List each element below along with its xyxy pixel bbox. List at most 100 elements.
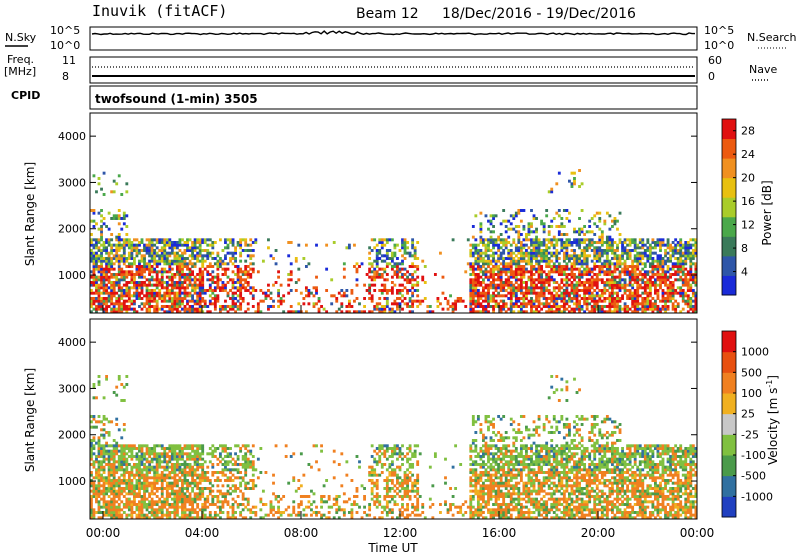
heatmap-cell: [570, 297, 574, 300]
heatmap-cell: [406, 278, 409, 282]
heatmap-cell: [570, 243, 574, 247]
heatmap-cell: [568, 305, 571, 308]
heatmap-cell: [583, 273, 587, 276]
heatmap-cell: [519, 209, 523, 212]
heatmap-cell: [102, 302, 106, 306]
heatmap-cell: [469, 299, 473, 303]
heatmap-cell: [107, 431, 111, 434]
heatmap-cell: [535, 238, 538, 242]
heatmap-cell: [482, 251, 485, 255]
heatmap-cell: [95, 484, 98, 488]
heatmap-cell: [90, 305, 93, 308]
heatmap-cell: [110, 281, 114, 284]
heatmap-cell: [532, 267, 536, 271]
heatmap-cell: [90, 415, 93, 418]
heatmap-cell: [259, 310, 263, 314]
heatmap-cell: [469, 283, 473, 287]
heatmap-cell: [471, 278, 475, 282]
heatmap-cell: [183, 273, 187, 276]
heatmap-cell: [117, 484, 121, 488]
heatmap-cell: [95, 262, 98, 266]
heatmap-cell: [585, 230, 589, 234]
heatmap-cell: [489, 254, 493, 258]
heatmap-cell: [583, 310, 587, 314]
heatmap-cell: [125, 487, 129, 490]
heatmap-cell: [583, 233, 587, 236]
heatmap-cell: [188, 503, 192, 506]
freq-left-tick-top: 11: [62, 54, 76, 67]
heatmap-cell: [163, 286, 167, 290]
heatmap-cell: [110, 513, 114, 517]
heatmap-cell: [216, 447, 220, 450]
heatmap-cell: [350, 291, 354, 295]
heatmap-cell: [570, 241, 574, 244]
heatmap-cell: [671, 297, 675, 300]
heatmap-cell: [145, 267, 149, 271]
heatmap-cell: [102, 273, 106, 276]
heatmap-cell: [588, 267, 592, 271]
heatmap-cell: [482, 281, 485, 284]
heatmap-cell: [550, 307, 554, 311]
heatmap-cell: [138, 297, 141, 300]
heatmap-cell: [684, 299, 688, 303]
noise-sky-label: N.Sky: [5, 31, 37, 44]
heatmap-cell: [540, 278, 544, 282]
heatmap-cell: [540, 273, 544, 276]
heatmap-cell: [165, 492, 169, 496]
heatmap-cell: [213, 275, 217, 279]
heatmap-cell: [611, 291, 614, 295]
heatmap-cell: [489, 297, 493, 300]
heatmap-cell: [208, 447, 212, 450]
heatmap-cell: [135, 297, 139, 300]
heatmap-cell: [593, 267, 597, 271]
heatmap-cell: [494, 265, 498, 268]
heatmap-cell: [90, 270, 93, 274]
heatmap-cell: [608, 235, 612, 239]
heatmap-cell: [643, 297, 647, 300]
heatmap-cell: [638, 262, 642, 266]
heatmap-cell: [562, 273, 566, 276]
heatmap-cell: [628, 275, 632, 279]
heatmap-cell: [646, 259, 650, 263]
heatmap-cell: [479, 230, 483, 234]
heatmap-cell: [542, 257, 546, 260]
heatmap-cell: [568, 219, 571, 223]
heatmap-cell: [140, 307, 144, 311]
heatmap-cell: [110, 233, 114, 236]
heatmap-cell: [143, 513, 146, 517]
heatmap-cell: [112, 468, 116, 472]
heatmap-cell: [130, 241, 134, 244]
heatmap-cell: [378, 257, 382, 260]
colorbar-segment: [722, 138, 736, 159]
heatmap-cell: [446, 302, 450, 306]
heatmap-cell: [229, 479, 232, 482]
heatmap-cell: [125, 291, 129, 295]
heatmap-cell: [107, 286, 111, 290]
heatmap-cell: [603, 281, 607, 284]
heatmap-cell: [494, 283, 498, 287]
heatmap-cell: [127, 455, 131, 458]
heatmap-cell: [158, 254, 162, 258]
heatmap-cell: [198, 275, 202, 279]
heatmap-cell: [165, 305, 169, 308]
heatmap-cell: [540, 222, 544, 226]
heatmap-cell: [201, 259, 205, 263]
heatmap-cell: [145, 481, 149, 485]
heatmap-cell: [105, 508, 108, 512]
heatmap-cell: [388, 307, 392, 311]
heatmap-cell: [378, 267, 382, 271]
heatmap-cell: [595, 246, 599, 250]
heatmap-cell: [92, 254, 96, 258]
heatmap-cell: [499, 270, 503, 274]
heatmap-cell: [593, 273, 597, 276]
heatmap-cell: [117, 297, 121, 300]
heatmap-cell: [466, 238, 470, 242]
heatmap-cell: [213, 294, 217, 298]
heatmap-cell: [201, 479, 205, 482]
heatmap-cell: [92, 281, 96, 284]
heatmap-cell: [325, 243, 329, 247]
heatmap-cell: [550, 299, 554, 303]
heatmap-cell: [484, 299, 488, 303]
heatmap-cell: [175, 452, 179, 456]
heatmap-cell: [613, 275, 617, 279]
